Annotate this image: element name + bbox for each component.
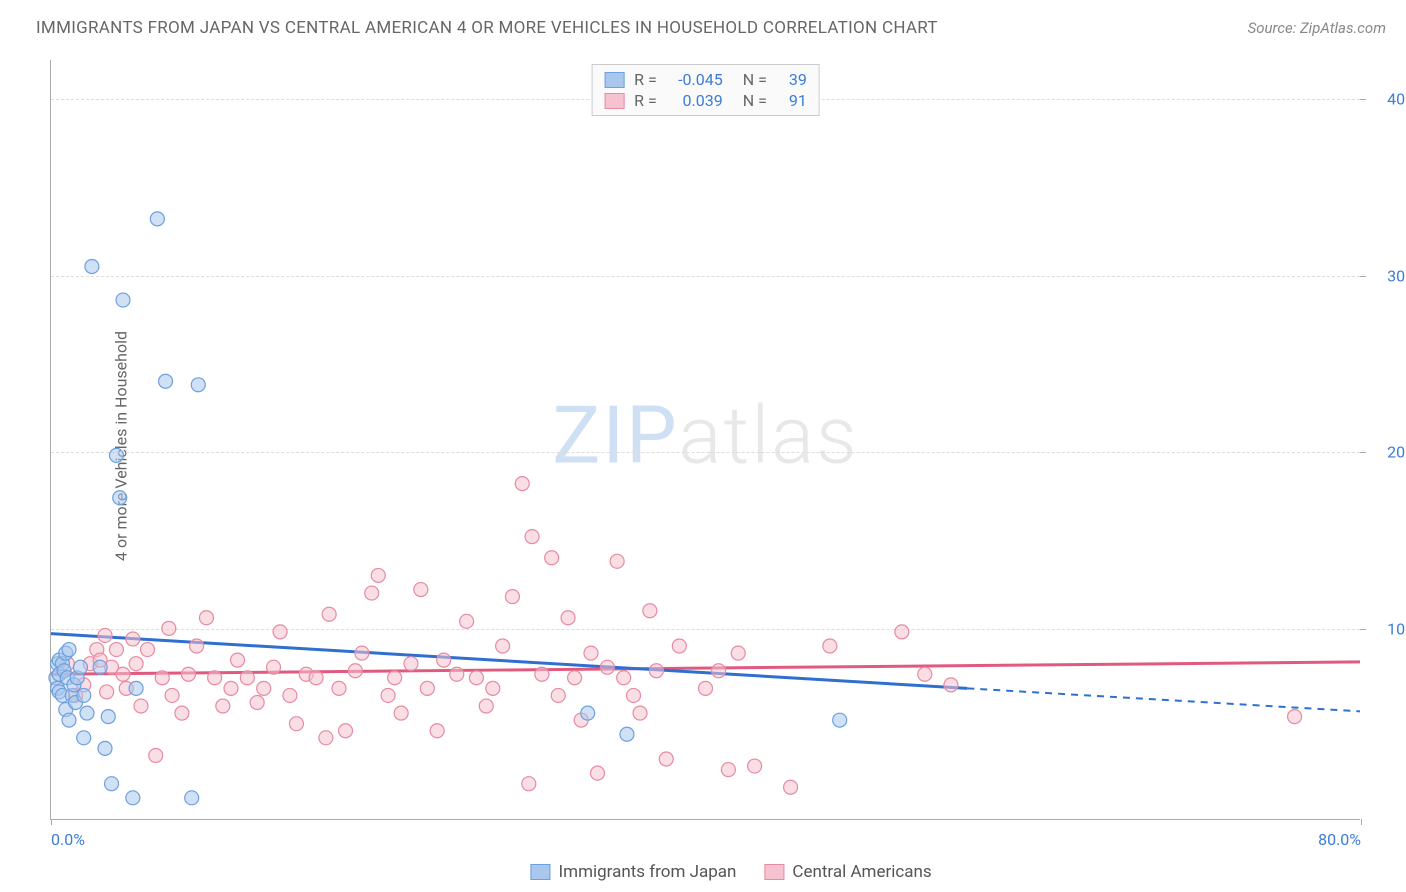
- source-label: Source: ZipAtlas.com: [1248, 19, 1386, 37]
- stat-r-value: 0.039: [667, 91, 723, 110]
- stat-r-value: -0.045: [667, 70, 723, 89]
- stat-n-value: 91: [777, 91, 807, 110]
- legend-swatch: [604, 72, 624, 88]
- stat-r-label: R =: [634, 91, 657, 110]
- stat-n-label: N =: [743, 70, 767, 89]
- x-tick-label: 0.0%: [51, 830, 85, 849]
- y-tick-label: 10.0%: [1370, 620, 1406, 639]
- y-tick-label: 20.0%: [1370, 443, 1406, 462]
- stat-r-label: R =: [634, 70, 657, 89]
- y-tick-label: 30.0%: [1370, 266, 1406, 285]
- x-tick-label: 80.0%: [1318, 830, 1361, 849]
- legend-item: Immigrants from Japan: [531, 862, 737, 882]
- legend-item: Central Americans: [764, 862, 931, 882]
- plot-area: ZIPatlas 10.0%20.0%30.0%40.0% 0.0%80.0% …: [50, 60, 1360, 820]
- legend-series: Immigrants from Japan Central Americans: [531, 862, 932, 882]
- chart-title: IMMIGRANTS FROM JAPAN VS CENTRAL AMERICA…: [36, 18, 938, 38]
- legend-stats: R = -0.045 N = 39 R = 0.039 N = 91: [591, 64, 820, 116]
- legend-stat-row: R = 0.039 N = 91: [604, 90, 807, 111]
- title-row: IMMIGRANTS FROM JAPAN VS CENTRAL AMERICA…: [36, 18, 1386, 38]
- legend-label: Immigrants from Japan: [559, 862, 737, 882]
- legend-swatch: [531, 864, 551, 880]
- y-tick-label: 40.0%: [1370, 89, 1406, 108]
- legend-swatch: [604, 93, 624, 109]
- legend-label: Central Americans: [792, 862, 931, 882]
- legend-swatch: [764, 864, 784, 880]
- stat-n-value: 39: [777, 70, 807, 89]
- legend-stat-row: R = -0.045 N = 39: [604, 69, 807, 90]
- stat-n-label: N =: [743, 91, 767, 110]
- plot-svg: [51, 60, 1360, 819]
